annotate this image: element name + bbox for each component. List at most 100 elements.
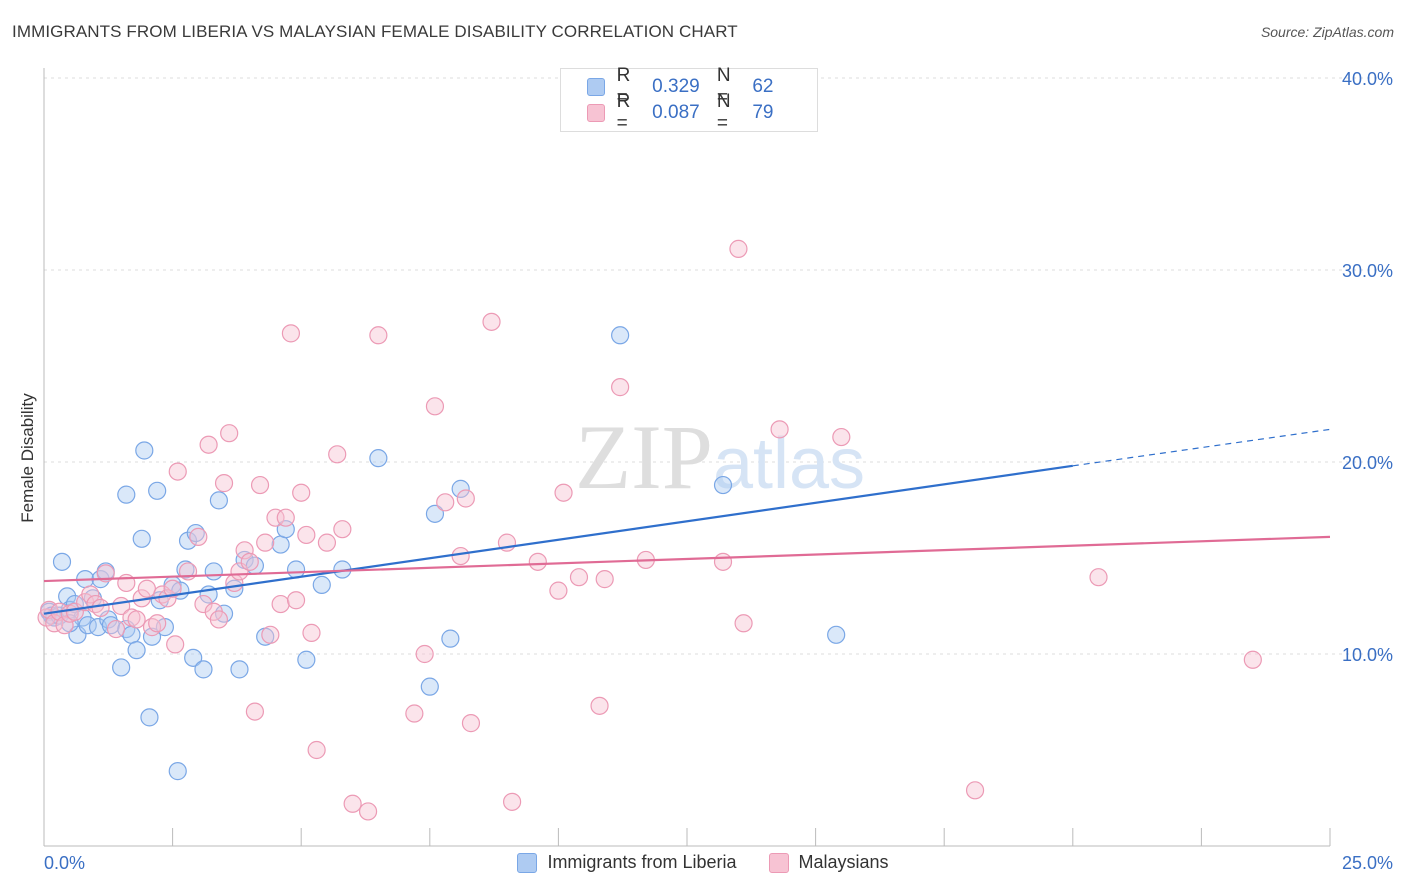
point-0-24 [140, 708, 159, 727]
point-0-50 [312, 575, 331, 594]
point-1-64 [482, 312, 501, 331]
point-1-36 [235, 541, 254, 560]
point-0-30 [168, 762, 187, 781]
point-1-80 [965, 781, 985, 800]
point-1-38 [245, 702, 265, 721]
malaysians-legend-swatch [768, 852, 789, 873]
point-1-72 [595, 570, 614, 589]
point-0-18 [112, 658, 131, 677]
point-1-47 [292, 483, 311, 502]
point-1-12 [106, 619, 126, 639]
point-0-34 [184, 648, 203, 667]
point-1-60 [436, 493, 455, 512]
y-tick-label-1: 20.0% [1342, 453, 1393, 473]
point-1-22 [158, 589, 177, 608]
point-0-26 [148, 481, 167, 500]
legend-item-liberia[interactable]: Immigrants from Liberia [517, 852, 737, 873]
point-1-76 [729, 239, 748, 258]
point-0-42 [230, 660, 249, 679]
point-1-32 [214, 474, 234, 493]
malaysians-swatch [587, 104, 605, 122]
point-1-48 [297, 525, 316, 545]
point-1-23 [163, 579, 182, 598]
point-0-23 [135, 441, 154, 460]
point-1-25 [168, 462, 187, 481]
point-1-4 [55, 616, 74, 635]
point-1-39 [250, 475, 270, 495]
liberia-legend-swatch [517, 852, 538, 873]
point-1-73 [611, 378, 630, 397]
point-0-53 [420, 677, 439, 696]
point-1-68 [549, 581, 568, 600]
point-0-25 [142, 627, 162, 646]
watermark-zip: ZIP [575, 406, 713, 508]
point-1-66 [503, 792, 522, 811]
point-1-33 [220, 424, 239, 443]
axes [43, 68, 1331, 847]
n-value: 62 [752, 76, 774, 97]
point-1-8 [81, 585, 100, 604]
point-1-50 [307, 740, 326, 760]
tick-labels: 10.0% 20.0% 30.0% 40.0% 0.0% 25.0% [44, 69, 1393, 873]
point-0-60 [117, 485, 136, 504]
trend-line-0 [43, 464, 1073, 615]
point-1-70 [569, 568, 589, 587]
point-1-57 [405, 704, 424, 723]
point-0-56 [451, 479, 470, 498]
legend-label-malaysians: Malaysians [798, 852, 889, 872]
point-1-71 [590, 696, 609, 715]
point-1-54 [343, 794, 362, 813]
n-label: N = [716, 65, 731, 108]
point-1-81 [1089, 568, 1108, 587]
point-1-24 [166, 635, 185, 654]
r-label: R = [616, 91, 631, 134]
point-0-46 [271, 535, 290, 554]
point-1-59 [425, 397, 445, 416]
point-1-52 [328, 445, 347, 464]
stats-row-liberia: R = 0.329 N = 62 [587, 65, 817, 108]
stats-row-malaysians: R = 0.087 N = 79 [587, 91, 817, 134]
point-1-31 [209, 610, 228, 629]
point-1-20 [148, 614, 167, 633]
n-value: 79 [752, 102, 774, 123]
r-value: 0.329 [652, 76, 700, 97]
point-1-41 [261, 625, 280, 644]
point-1-46 [286, 591, 306, 610]
watermark: ZIPatlas [575, 406, 865, 508]
point-1-16 [127, 610, 146, 629]
point-0-49 [297, 650, 316, 669]
point-1-28 [194, 594, 213, 614]
n-label: N = [716, 91, 731, 134]
r-value: 0.087 [652, 102, 700, 123]
legend-item-malaysians[interactable]: Malaysians [768, 852, 889, 873]
point-0-33 [178, 531, 198, 550]
trend-line-1 [43, 535, 1331, 583]
watermark-atlas: atlas [713, 424, 865, 504]
legend-label-liberia: Immigrants from Liberia [547, 852, 737, 872]
point-1-78 [770, 420, 789, 439]
point-0-36 [194, 660, 213, 679]
point-1-53 [333, 520, 352, 539]
y-tick-label-3: 40.0% [1342, 69, 1393, 89]
point-0-41 [225, 579, 244, 598]
r-label: R = [616, 65, 631, 108]
trend-extension-0 [1072, 428, 1331, 467]
point-0-38 [204, 562, 223, 581]
point-1-69 [554, 483, 573, 502]
chart-title: IMMIGRANTS FROM LIBERIA VS MALAYSIAN FEM… [12, 22, 738, 41]
point-0-52 [369, 449, 388, 468]
point-1-11 [96, 564, 115, 583]
point-1-18 [137, 579, 156, 598]
point-1-55 [358, 802, 378, 821]
point-0-59 [827, 625, 846, 644]
point-1-27 [189, 527, 208, 546]
point-1-40 [256, 533, 275, 552]
series-malaysians [37, 239, 1262, 821]
point-1-63 [461, 714, 481, 733]
point-0-5 [58, 587, 77, 606]
chart-source: Source: ZipAtlas.com [1260, 24, 1394, 40]
point-0-39 [209, 491, 228, 510]
y-tick-label-2: 30.0% [1342, 261, 1393, 281]
point-1-82 [1243, 650, 1262, 669]
point-1-44 [276, 508, 295, 527]
